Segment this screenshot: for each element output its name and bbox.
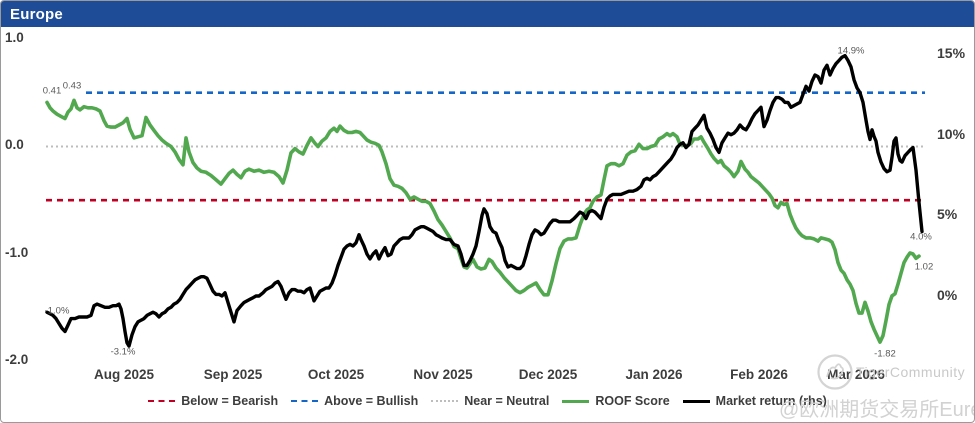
watermark-eurex: @欧洲期货交易所Eurex <box>779 399 975 421</box>
legend-item-above-bullish: Above = Bullish <box>291 394 418 408</box>
legend-swatch-dotted <box>431 400 459 402</box>
legend-swatch-solid <box>562 399 590 403</box>
watermark-tigercommunity: TigerCommunity <box>856 364 966 380</box>
legend-swatch-dashed <box>291 400 319 402</box>
legend-swatch-solid <box>682 399 710 403</box>
legend-swatch-dashed <box>148 400 176 402</box>
legend-label: Above = Bullish <box>324 394 419 408</box>
series-roof-score <box>45 98 921 344</box>
legend-item-below-bearish: Below = Bearish <box>148 394 278 408</box>
legend-label: Below = Bearish <box>181 394 279 408</box>
legend-item-roof-score: ROOF Score <box>562 394 670 408</box>
card-title: Europe <box>10 5 63 23</box>
series-market-return-rhs <box>45 53 924 348</box>
chart-legend: Below = Bearish Above = Bullish Near = Neu… <box>1 394 974 408</box>
legend-item-near-neutral: Near = Neutral <box>431 394 549 408</box>
tiger-community-logo <box>816 353 854 391</box>
legend-item-market-return-rhs: Market return (rhs) <box>682 394 827 408</box>
legend-label: Market return (rhs) <box>715 394 827 408</box>
card-header: Europe <box>1 1 974 27</box>
legend-label: Near = Neutral <box>464 394 550 408</box>
legend-label: ROOF Score <box>595 394 670 408</box>
